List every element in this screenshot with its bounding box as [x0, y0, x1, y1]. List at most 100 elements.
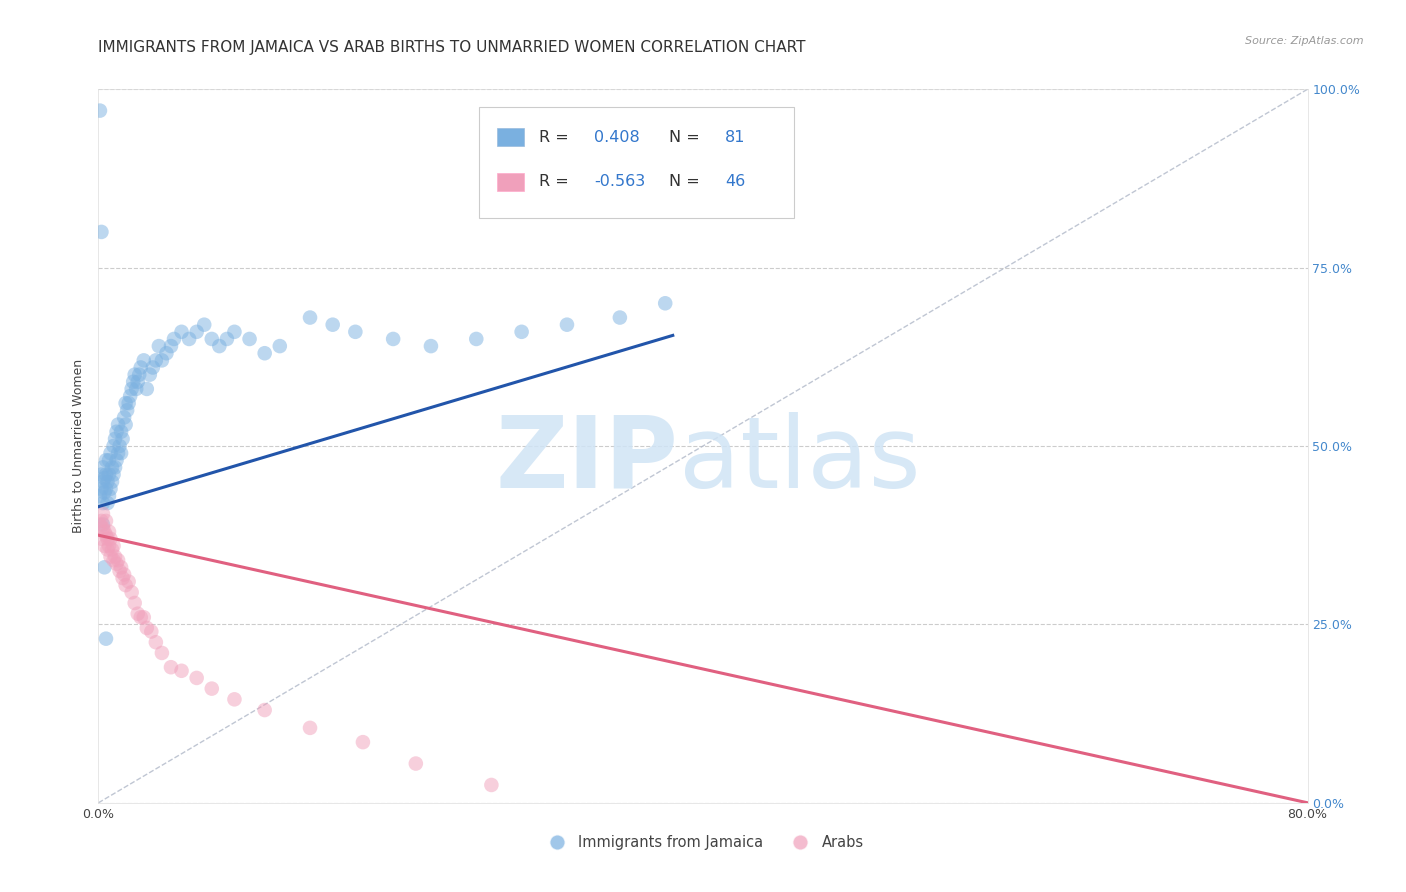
Point [112, 567, 135, 582]
Point [101, 542, 124, 557]
Point [382, 332, 405, 346]
Point [107, 553, 129, 567]
Text: R =: R = [538, 129, 574, 145]
Point [91, 507, 114, 521]
Point [90, 482, 112, 496]
Point [100, 482, 122, 496]
Point [90, 225, 112, 239]
Point [114, 417, 136, 432]
Point [124, 596, 146, 610]
Point [105, 557, 128, 571]
Point [352, 735, 374, 749]
Point [420, 339, 443, 353]
Point [107, 446, 129, 460]
Point [98, 467, 121, 482]
Point [100, 446, 122, 460]
Point [224, 325, 246, 339]
Bar [498, 128, 524, 146]
Point [91, 496, 114, 510]
Point [179, 332, 201, 346]
Point [111, 571, 134, 585]
Text: 0.408: 0.408 [595, 129, 640, 145]
Point [100, 532, 122, 546]
Point [115, 403, 138, 417]
Point [110, 425, 132, 439]
Point [93, 485, 115, 500]
Point [91, 460, 114, 475]
Point [322, 318, 344, 332]
Point [94, 467, 117, 482]
Point [129, 610, 152, 624]
Point [114, 396, 136, 410]
Point [101, 475, 124, 489]
Point [201, 332, 224, 346]
Point [135, 382, 157, 396]
Point [253, 346, 276, 360]
Point [299, 721, 322, 735]
Point [122, 375, 145, 389]
Point [93, 524, 115, 539]
Point [139, 368, 162, 382]
Point [90, 514, 112, 528]
Point [110, 560, 132, 574]
Point [405, 756, 427, 771]
Point [90, 532, 112, 546]
Point [224, 692, 246, 706]
Point [142, 360, 165, 375]
Point [208, 339, 231, 353]
Point [104, 432, 127, 446]
Point [145, 353, 167, 368]
Point [186, 325, 208, 339]
Point [114, 578, 136, 592]
Point [170, 664, 193, 678]
Text: Source: ZipAtlas.com: Source: ZipAtlas.com [1246, 36, 1364, 45]
Point [96, 542, 118, 557]
Point [94, 482, 117, 496]
Point [104, 460, 127, 475]
Point [124, 368, 146, 382]
Point [127, 375, 149, 389]
Point [101, 460, 124, 475]
Point [94, 632, 117, 646]
Text: atlas: atlas [679, 412, 921, 508]
Point [135, 621, 157, 635]
Point [96, 496, 118, 510]
Point [132, 353, 155, 368]
Point [510, 325, 533, 339]
Point [269, 339, 291, 353]
Point [145, 635, 167, 649]
Point [94, 453, 117, 467]
Point [90, 467, 112, 482]
Point [128, 368, 150, 382]
Point [91, 517, 114, 532]
Point [89, 103, 111, 118]
Point [93, 539, 115, 553]
Point [103, 439, 125, 453]
Text: N =: N = [669, 175, 704, 189]
Point [299, 310, 322, 325]
Point [96, 532, 118, 546]
Point [465, 332, 488, 346]
Point [193, 318, 215, 332]
Point [104, 549, 127, 564]
Point [121, 382, 143, 396]
Point [344, 325, 367, 339]
Point [107, 417, 129, 432]
Point [118, 574, 141, 589]
Point [98, 524, 121, 539]
Point [170, 325, 193, 339]
Point [98, 539, 121, 553]
Point [91, 521, 114, 535]
Point [121, 585, 143, 599]
Bar [498, 172, 524, 192]
Point [89, 489, 111, 503]
Point [129, 360, 152, 375]
Point [160, 660, 183, 674]
Point [253, 703, 276, 717]
Point [120, 389, 142, 403]
Point [609, 310, 631, 325]
Point [654, 296, 676, 310]
Point [163, 332, 186, 346]
Point [150, 646, 173, 660]
Point [98, 453, 121, 467]
